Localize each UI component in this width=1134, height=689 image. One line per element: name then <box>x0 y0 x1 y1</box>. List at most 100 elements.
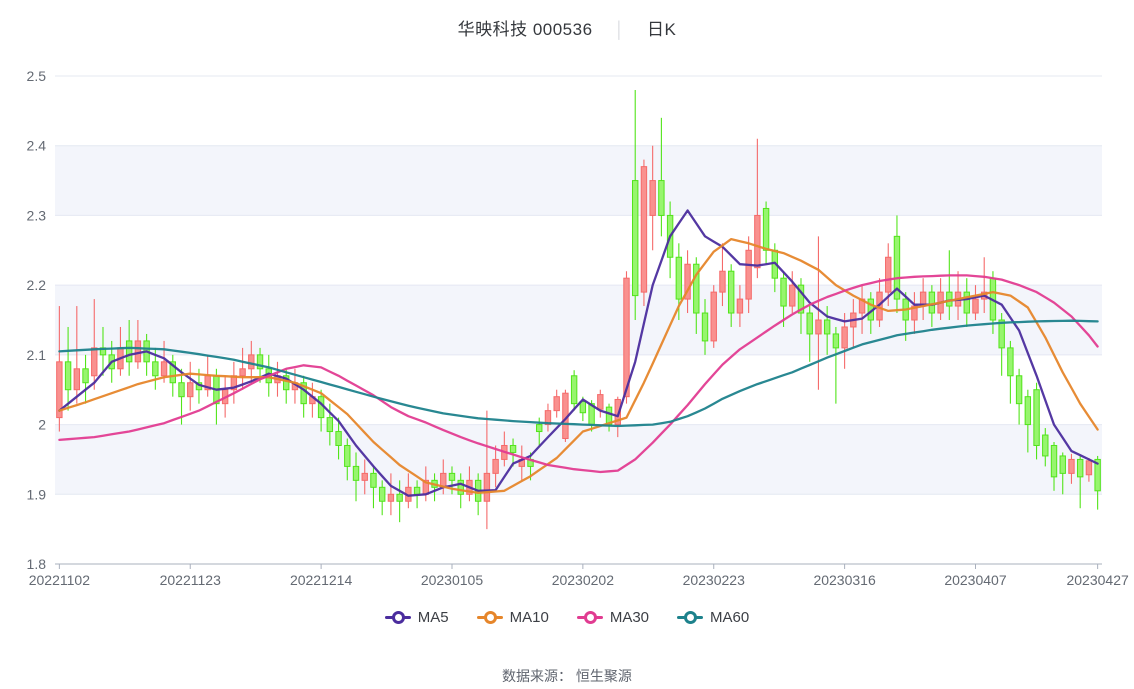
candle-body <box>396 493 403 502</box>
legend-line-ring-icon <box>384 611 411 624</box>
candle-body <box>91 347 98 377</box>
y-axis-label: 2 <box>38 417 46 433</box>
ma30-line <box>58 274 1099 474</box>
candle-body <box>509 444 517 453</box>
x-axis-label: 20230105 <box>421 572 484 588</box>
candle-body <box>283 375 290 391</box>
candle-body <box>710 291 717 342</box>
x-axis-label: 20221102 <box>29 572 90 588</box>
legend-line-ring-icon <box>576 611 603 624</box>
candle-body <box>780 277 787 307</box>
legend-line-ring-icon <box>476 611 503 624</box>
candle-body <box>632 180 639 297</box>
legend: MA5 MA10 MA30 MA60 <box>0 609 1134 626</box>
x-axis-label: 20230407 <box>944 572 1007 588</box>
candle-body <box>134 340 142 363</box>
candle-body <box>536 424 543 433</box>
candle-body <box>736 298 744 314</box>
candle-body <box>893 235 901 300</box>
candle-body <box>187 382 194 398</box>
candle-body <box>492 458 499 474</box>
candle-body <box>483 472 491 502</box>
candle-body <box>169 361 176 384</box>
candle-body <box>789 284 796 307</box>
candle-body <box>1024 396 1032 426</box>
candle-body <box>1094 458 1101 492</box>
candle-body <box>570 375 578 405</box>
page-title: 华映科技 000536 │ 日K <box>0 15 1134 40</box>
candle-body <box>1042 434 1049 457</box>
candle-body <box>675 256 683 300</box>
legend-line-ring-icon <box>677 611 704 624</box>
y-axis-label: 1.8 <box>27 556 47 572</box>
ma60-line <box>58 319 1099 428</box>
legend-label: MA30 <box>609 609 650 626</box>
candle-body <box>701 312 709 342</box>
candle-body <box>693 263 700 314</box>
candle-body <box>152 361 159 377</box>
candle-body <box>1050 444 1058 478</box>
y-axis-label: 2.1 <box>27 347 47 363</box>
candle-body <box>387 493 395 502</box>
title-divider: │ <box>614 22 626 39</box>
candle-body <box>885 256 892 293</box>
candle-body <box>178 382 185 398</box>
legend-item-ma60[interactable]: MA60 <box>677 609 749 626</box>
x-axis <box>55 563 1102 569</box>
candle-body <box>160 361 168 377</box>
candle-body <box>1059 455 1066 474</box>
candle-body <box>649 180 656 216</box>
data-source-note: 数据来源： 恒生聚源 <box>502 668 632 684</box>
candle-body <box>841 326 848 349</box>
candle-body <box>553 396 560 412</box>
x-axis-label: 20221123 <box>160 572 221 588</box>
legend-item-ma30[interactable]: MA30 <box>576 609 650 626</box>
candle-body <box>378 486 386 502</box>
candle-body <box>56 361 63 419</box>
candle-body <box>1007 347 1014 377</box>
candle-body <box>448 472 456 481</box>
candle-body <box>640 166 648 293</box>
x-axis-label: 20230316 <box>813 572 876 588</box>
candle-body <box>73 368 81 391</box>
candle-body <box>614 398 621 426</box>
candle-body <box>1015 375 1023 405</box>
candle-body <box>797 284 805 314</box>
candle-body <box>658 180 665 216</box>
legend-label: MA10 <box>509 609 549 626</box>
y-axis-label: 2.5 <box>27 68 47 84</box>
stock-name-and-code: 华映科技 000536 <box>457 20 593 39</box>
candle-body <box>832 333 840 349</box>
x-axis-label: 20230427 <box>1066 572 1129 588</box>
legend-item-ma5[interactable]: MA5 <box>384 609 449 626</box>
candle-body <box>928 291 936 314</box>
candle-body <box>754 214 761 269</box>
candle-body <box>972 298 979 314</box>
price-bands <box>55 145 1102 495</box>
candle-body <box>579 401 587 414</box>
candle-body <box>911 305 918 321</box>
candle-body <box>745 249 752 300</box>
legend-item-ma10[interactable]: MA10 <box>476 609 549 626</box>
ma10-line <box>58 237 1099 495</box>
candle-body <box>457 479 464 495</box>
period-label: 日K <box>647 20 677 39</box>
y-axis-labels: 1.8 1.9 2 2.1 2.2 2.3 2.4 2.5 <box>27 68 47 572</box>
legend-label: MA5 <box>417 609 449 626</box>
candle-body <box>998 319 1005 349</box>
candle-body <box>963 291 970 314</box>
y-axis-label: 2.2 <box>27 277 47 293</box>
candle-body <box>370 472 377 488</box>
candle-body <box>762 207 770 251</box>
candle-body <box>1085 460 1093 476</box>
candle-body <box>544 410 552 426</box>
x-axis-label: 20221214 <box>290 572 353 588</box>
candle-body <box>1068 458 1075 474</box>
candle-body <box>125 340 133 363</box>
x-axis-labels: 20221102 20221123 20221214 20230105 20230202… <box>29 572 1129 588</box>
candle-body <box>64 361 72 391</box>
candle-body <box>719 270 726 293</box>
candle-body <box>352 465 360 481</box>
